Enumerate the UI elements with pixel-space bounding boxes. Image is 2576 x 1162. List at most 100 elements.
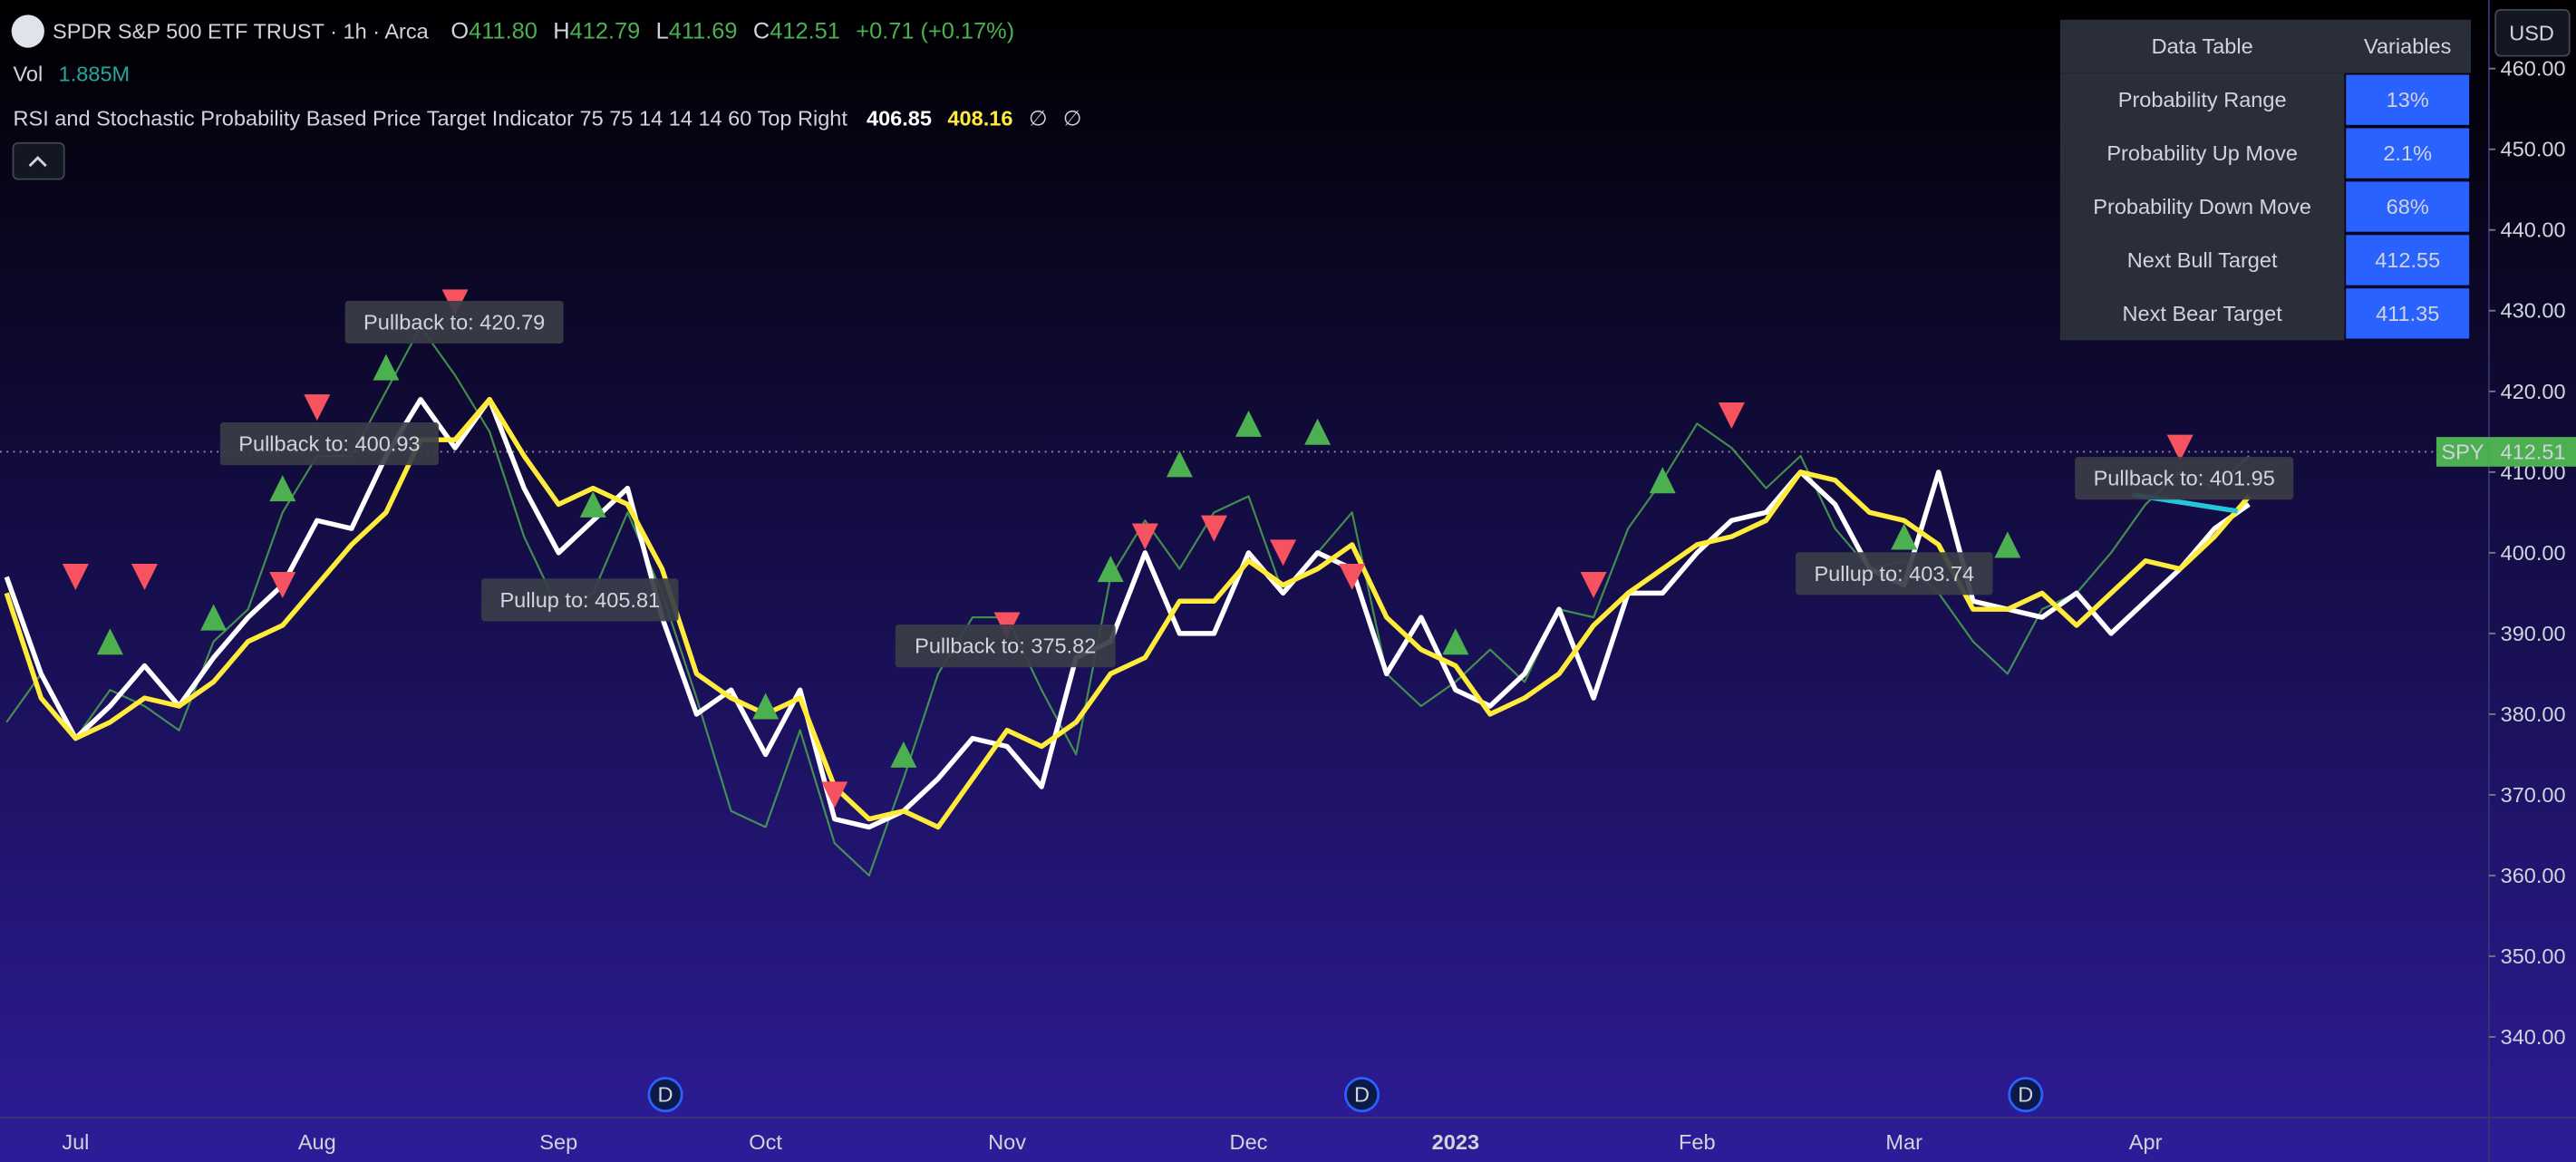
annotation-label: Pullback to: 375.82 — [915, 634, 1096, 658]
y-tick-label: 380.00 — [2501, 702, 2566, 726]
buy-signal — [1097, 556, 1124, 583]
buy-signal — [579, 490, 606, 518]
sell-signal — [131, 564, 158, 591]
currency-button[interactable] — [2494, 8, 2571, 57]
table-value: 412.55 — [2375, 248, 2440, 272]
table-label-cell — [2059, 179, 2345, 234]
sell-signal — [304, 394, 331, 421]
indicator-value: ∅ — [1063, 107, 1082, 131]
sell-signal — [1131, 523, 1158, 550]
annotation-box — [1796, 552, 1993, 596]
table-header: Variables — [2364, 34, 2451, 58]
x-tick-label: Feb — [1679, 1130, 1716, 1154]
sell-signal — [1200, 515, 1227, 542]
buy-signal — [1994, 531, 2021, 558]
data-table: Data Table Variables Probability Range 13% P… — [2059, 19, 2471, 341]
table-value: 411.35 — [2376, 302, 2439, 325]
buy-signal — [1442, 628, 1469, 655]
buy-signal — [269, 475, 296, 502]
symbol-logo — [11, 15, 44, 48]
x-tick-label: Apr — [2129, 1130, 2163, 1154]
sell-signal — [269, 571, 296, 598]
indicator-value: ∅ — [1029, 107, 1048, 131]
buy-signal — [1235, 410, 1262, 437]
ohlc-value: 411.69 — [669, 18, 738, 44]
table-label: Probability Down Move — [2093, 195, 2311, 218]
table-label-cell — [2059, 233, 2345, 287]
dividend-label: D — [658, 1083, 673, 1107]
ohlc-label: L — [656, 18, 669, 44]
x-tick-label: Oct — [749, 1130, 782, 1154]
collapse-button[interactable] — [12, 141, 65, 180]
y-tick-label: 350.00 — [2501, 944, 2566, 968]
x-tick-label: Aug — [298, 1130, 336, 1154]
buy-signal — [96, 628, 123, 655]
x-tick-label: Mar — [1885, 1130, 1922, 1154]
indicator-name: RSI and Stochastic Probability Based Pri… — [14, 107, 848, 131]
volume-value: 1.885M — [59, 63, 131, 86]
x-tick-label: Sep — [539, 1130, 577, 1154]
sell-signal — [1718, 402, 1745, 430]
table-value-cell — [2346, 181, 2470, 232]
ohlc-label: O — [450, 18, 469, 44]
dividend-label: D — [1354, 1083, 1370, 1107]
buy-signal — [752, 692, 780, 720]
table-value-cell — [2346, 128, 2470, 179]
annotation-box — [895, 625, 1116, 668]
currency: USD — [2509, 21, 2554, 44]
table-label: Probability Range — [2118, 88, 2287, 111]
legend-title: SPDR S&P 500 ETF TRUST · 1h · Arca O 411.… — [53, 18, 1014, 44]
annotation-box — [2075, 457, 2294, 500]
buy-signal — [200, 604, 228, 631]
dividend-icon — [1344, 1077, 1380, 1113]
buy-signal — [1304, 418, 1332, 445]
table-value-cell — [2346, 74, 2470, 125]
table-value: 68% — [2387, 195, 2429, 218]
dividend-icon — [647, 1077, 683, 1113]
symbol-title: SPDR S&P 500 ETF TRUST · 1h · Arca — [53, 19, 430, 43]
y-tick-label: 430.00 — [2501, 299, 2566, 323]
x-tick-label: Dec — [1230, 1130, 1268, 1154]
y-tick-label: 400.00 — [2501, 541, 2566, 565]
symbol-tag — [2436, 437, 2489, 467]
table-label: Next Bull Target — [2127, 248, 2278, 272]
annotation-label: Pullup to: 405.81 — [499, 588, 660, 612]
sell-signal — [1339, 564, 1366, 591]
last-price-label: 412.51 — [2501, 440, 2566, 463]
sell-signal — [821, 781, 848, 809]
y-tick-label: 390.00 — [2501, 622, 2566, 645]
sell-signal — [2166, 434, 2193, 461]
volume-legend: Vol 1.885M — [14, 63, 131, 86]
buy-signal — [890, 741, 917, 768]
buy-signal — [1891, 523, 1918, 550]
dividend-label: D — [2018, 1083, 2033, 1107]
y-tick-label: 370.00 — [2501, 783, 2566, 807]
buy-signal — [1649, 467, 1676, 494]
annotation-label: Pullback to: 420.79 — [363, 310, 545, 334]
table-value-cell — [2346, 235, 2470, 286]
annotation-box — [219, 422, 439, 466]
table-label: Probability Up Move — [2106, 141, 2298, 165]
table-header-bg — [2059, 19, 2471, 73]
y-tick-label: 450.00 — [2501, 138, 2566, 161]
y-tick-label: 440.00 — [2501, 218, 2566, 242]
table-header: Data Table — [2152, 34, 2253, 58]
sell-signal — [1270, 539, 1297, 566]
x-tick-label: Nov — [988, 1130, 1026, 1154]
x-tick-label: Jul — [62, 1130, 89, 1154]
annotation-label: Pullback to: 400.93 — [238, 432, 420, 456]
annotation-box — [344, 300, 564, 344]
collapse-icon — [28, 156, 47, 168]
sell-signal — [62, 564, 89, 591]
ohlc-label: C — [753, 18, 770, 44]
symbol-tag-label: SPY — [2441, 440, 2484, 463]
indicator-value: 408.16 — [947, 107, 1012, 131]
overlay: Pullback to: 420.79 Pullback to: 400.93 Pu… — [62, 289, 2294, 1113]
indicator-legend: RSI and Stochastic Probability Based Pri… — [14, 107, 1082, 131]
table-label-cell — [2059, 286, 2345, 341]
table-value-cell — [2346, 288, 2470, 339]
indicator-value: 406.85 — [867, 107, 932, 131]
buy-signal — [1166, 450, 1193, 478]
